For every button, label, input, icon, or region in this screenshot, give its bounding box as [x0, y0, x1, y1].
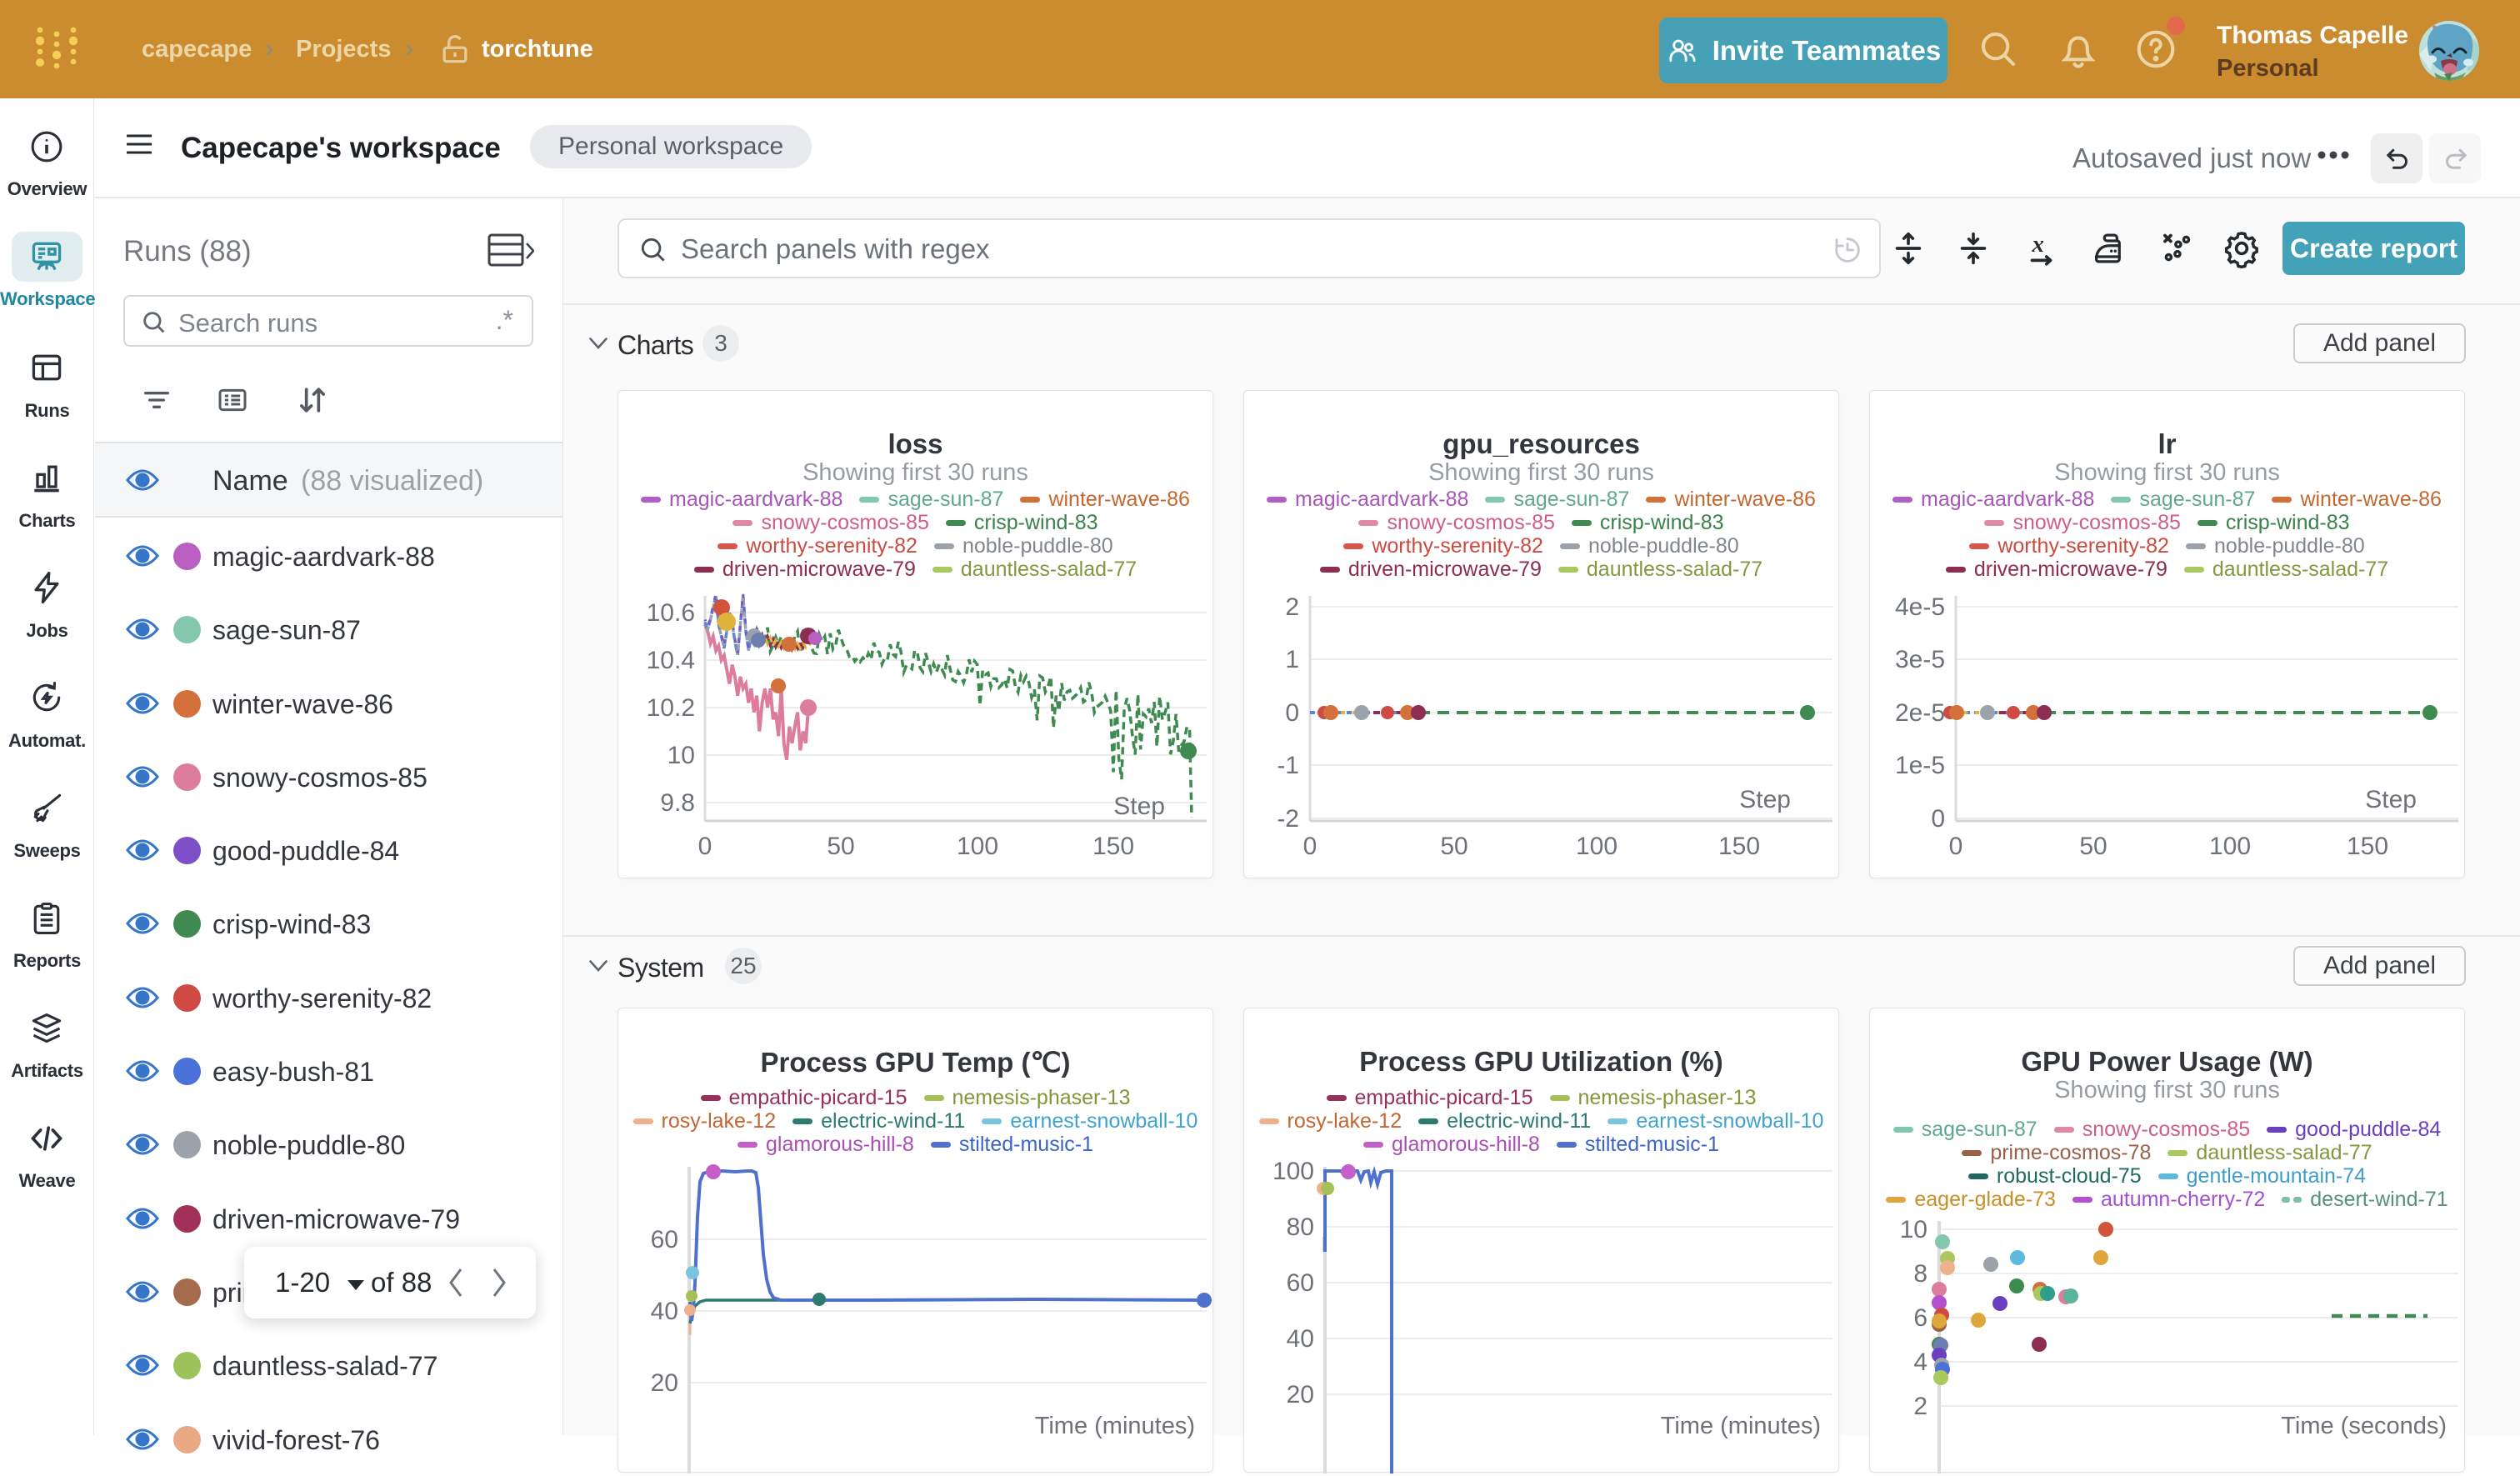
svg-text:8: 8 — [1913, 1260, 1928, 1288]
svg-text:0: 0 — [698, 833, 712, 860]
svg-text:10.2: 10.2 — [647, 694, 695, 722]
svg-text:20: 20 — [651, 1369, 678, 1397]
svg-text:100: 100 — [2209, 833, 2251, 860]
svg-text:0: 0 — [1303, 833, 1318, 860]
svg-text:Time (minutes): Time (minutes) — [1035, 1413, 1195, 1439]
svg-text:Step: Step — [1113, 793, 1165, 820]
svg-text:9.8: 9.8 — [660, 789, 695, 817]
svg-text:50: 50 — [827, 833, 854, 860]
svg-text:60: 60 — [1287, 1269, 1314, 1297]
svg-text:Step: Step — [1739, 786, 1791, 813]
svg-text:50: 50 — [1440, 833, 1468, 860]
svg-text:Time (minutes): Time (minutes) — [1661, 1413, 1821, 1439]
svg-text:-1: -1 — [1277, 752, 1299, 779]
svg-text:4: 4 — [1913, 1348, 1928, 1376]
svg-text:3e-5: 3e-5 — [1895, 646, 1945, 673]
svg-text:0: 0 — [1285, 699, 1299, 727]
svg-text:0: 0 — [1949, 833, 1963, 860]
svg-text:40: 40 — [1287, 1325, 1314, 1353]
svg-text:Time (seconds): Time (seconds) — [2281, 1413, 2447, 1439]
svg-text:1e-5: 1e-5 — [1895, 752, 1945, 779]
svg-text:6: 6 — [1913, 1304, 1928, 1332]
svg-text:20: 20 — [1287, 1381, 1314, 1408]
svg-text:150: 150 — [1718, 833, 1760, 860]
svg-text:2: 2 — [1285, 593, 1299, 621]
svg-text:Step: Step — [2365, 786, 2417, 813]
svg-text:1: 1 — [1285, 646, 1299, 673]
svg-text:0: 0 — [1931, 805, 1945, 833]
svg-text:10.6: 10.6 — [647, 599, 695, 627]
svg-text:10: 10 — [1900, 1216, 1928, 1243]
svg-text:x: x — [2032, 231, 2044, 258]
svg-text:60: 60 — [651, 1226, 678, 1253]
svg-text:150: 150 — [1092, 833, 1134, 860]
svg-text:150: 150 — [2347, 833, 2388, 860]
svg-text:-2: -2 — [1277, 805, 1299, 833]
svg-text:100: 100 — [1576, 833, 1618, 860]
svg-text:50: 50 — [2079, 833, 2107, 860]
svg-text:2e-5: 2e-5 — [1895, 699, 1945, 727]
svg-text:10.4: 10.4 — [647, 647, 695, 674]
svg-text:80: 80 — [1287, 1213, 1314, 1241]
svg-text:100: 100 — [957, 833, 998, 860]
svg-text:40: 40 — [651, 1298, 678, 1325]
svg-text:2: 2 — [1913, 1393, 1928, 1420]
svg-text:100: 100 — [1272, 1158, 1314, 1185]
svg-text:10: 10 — [668, 742, 695, 769]
svg-text:4e-5: 4e-5 — [1895, 593, 1945, 621]
